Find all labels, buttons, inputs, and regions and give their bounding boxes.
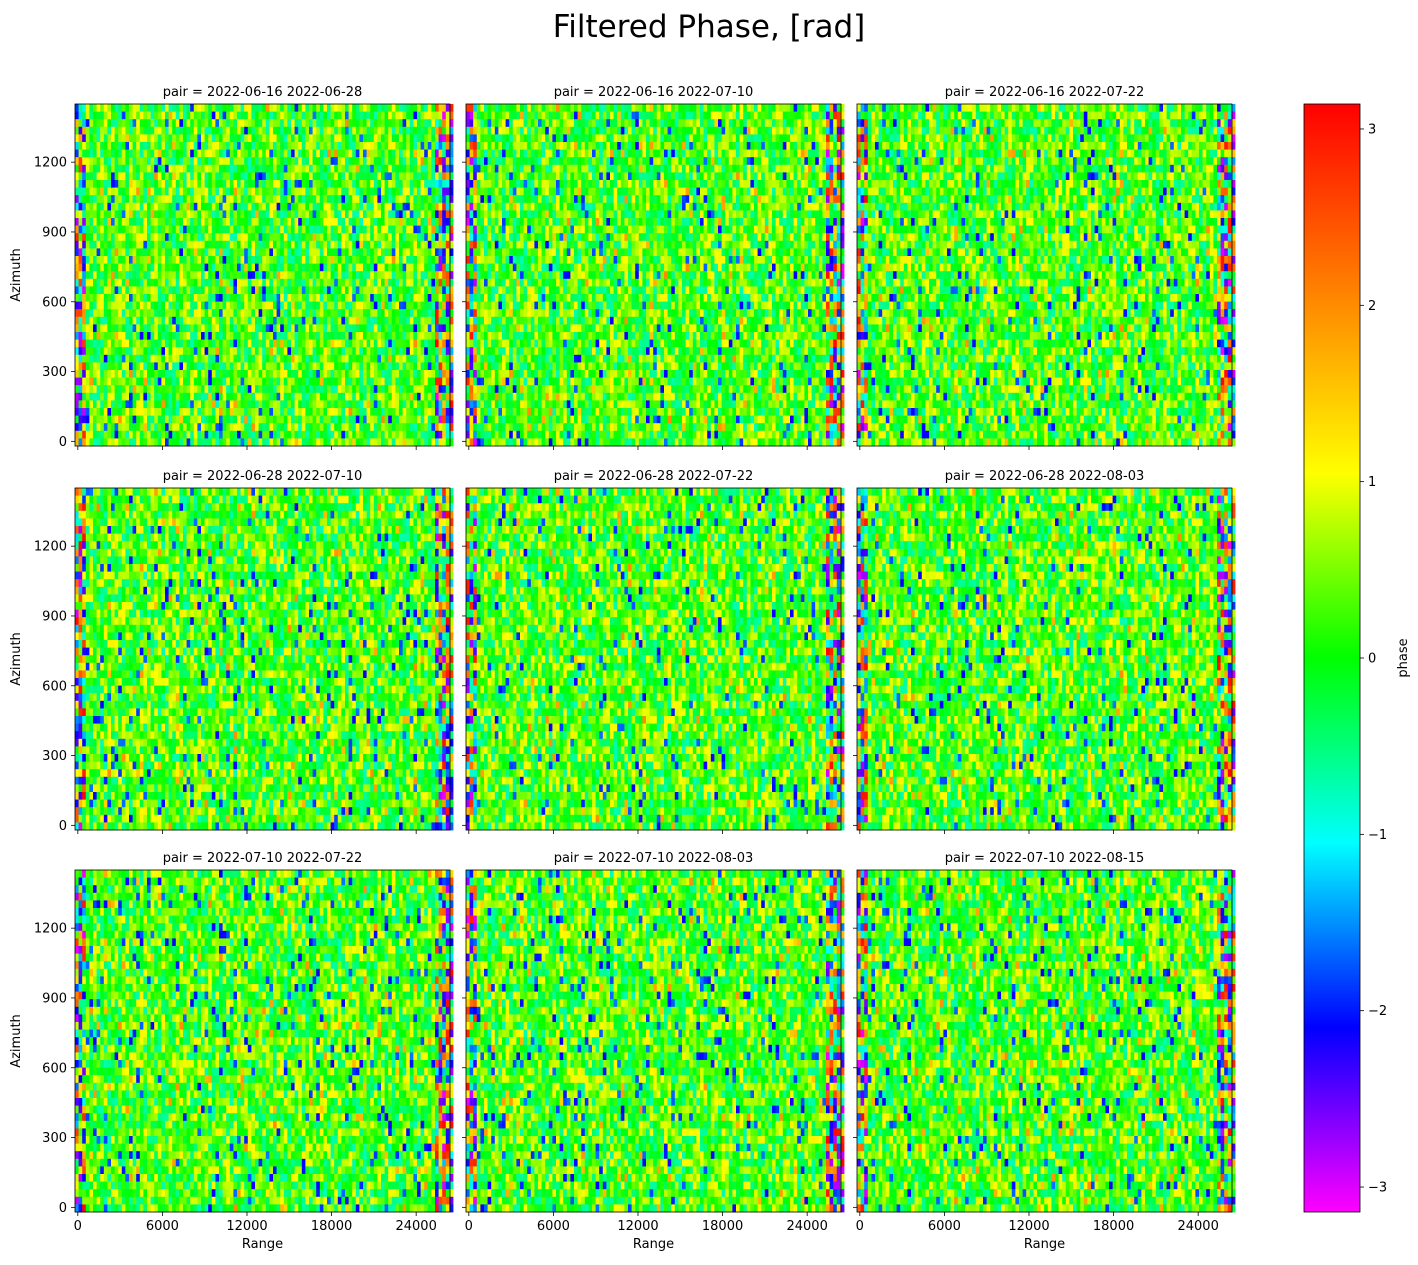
panel-title: pair = 2022-06-28 2022-07-22 (554, 469, 754, 484)
y-tick-label: 300 (42, 365, 67, 380)
y-tick-label: 900 (42, 991, 67, 1006)
x-tick-label: 6000 (537, 1219, 570, 1234)
heatmap (857, 870, 1235, 1212)
colorbar-tick-label: 1 (1368, 475, 1376, 490)
y-tick-label: 600 (42, 295, 67, 310)
x-axis-label: Range (1024, 1237, 1065, 1252)
y-tick-label: 0 (59, 819, 67, 834)
y-tick-label: 300 (42, 1131, 67, 1146)
y-tick-label: 600 (42, 679, 67, 694)
panel-title: pair = 2022-06-16 2022-07-22 (945, 85, 1145, 100)
panel-title: pair = 2022-07-10 2022-08-03 (554, 851, 754, 866)
colorbar-tick-label: −3 (1368, 1181, 1387, 1196)
panel: pair = 2022-07-10 2022-08-03 0 6000 12000 18… (462, 851, 844, 1252)
panel: pair = 2022-06-28 2022-08-03 (853, 469, 1235, 834)
heatmap (466, 870, 844, 1212)
y-tick-label: 1200 (34, 922, 67, 937)
y-axis-label: Azimuth (9, 1014, 24, 1068)
heatmap (466, 488, 844, 830)
x-tick-label: 0 (74, 1219, 82, 1234)
y-tick-label: 0 (59, 1201, 67, 1216)
panel-title: pair = 2022-06-28 2022-08-03 (945, 469, 1145, 484)
panel-title: pair = 2022-07-10 2022-07-22 (163, 851, 363, 866)
panel: pair = 2022-06-28 2022-07-22 (462, 469, 844, 834)
heatmap (75, 488, 453, 830)
panel: pair = 2022-06-28 2022-07-10 0 300 600 900 12… (9, 469, 453, 834)
y-tick-label: 900 (42, 225, 67, 240)
x-tick-label: 12000 (617, 1219, 658, 1234)
figure-title: Filtered Phase, [rad] (553, 9, 866, 45)
x-tick-label: 0 (856, 1219, 864, 1234)
y-tick-label: 1200 (34, 156, 67, 171)
heatmap (857, 104, 1235, 446)
x-tick-label: 24000 (1177, 1219, 1218, 1234)
x-tick-label: 18000 (311, 1219, 352, 1234)
panel-title: pair = 2022-06-16 2022-07-10 (554, 85, 754, 100)
colorbar-tick-label: 3 (1368, 122, 1376, 137)
panel-title: pair = 2022-07-10 2022-08-15 (945, 851, 1145, 866)
heatmap (75, 104, 453, 446)
colorbar-tick-label: 2 (1368, 299, 1376, 314)
colorbar: −3 −2 −1 0 1 2 3 phase (1304, 104, 1411, 1212)
x-tick-label: 12000 (226, 1219, 267, 1234)
x-tick-label: 18000 (1093, 1219, 1134, 1234)
colorbar-gradient (1304, 104, 1360, 1212)
panel: pair = 2022-06-16 2022-07-22 (853, 85, 1235, 450)
x-tick-label: 24000 (395, 1219, 436, 1234)
colorbar-tick-label: 0 (1368, 652, 1376, 667)
y-tick-label: 1200 (34, 540, 67, 555)
panel-title: pair = 2022-06-16 2022-06-28 (163, 85, 363, 100)
panel: pair = 2022-06-16 2022-06-28 0 300 600 900 12… (9, 85, 453, 450)
y-axis-label: Azimuth (9, 248, 24, 302)
heatmap (466, 104, 844, 446)
panel: pair = 2022-06-16 2022-07-10 (462, 85, 844, 450)
y-tick-label: 300 (42, 749, 67, 764)
x-tick-label: 6000 (146, 1219, 179, 1234)
x-tick-label: 12000 (1008, 1219, 1049, 1234)
x-axis-label: Range (242, 1237, 283, 1252)
x-axis-label: Range (633, 1237, 674, 1252)
panel: pair = 2022-07-10 2022-07-22 0 300 600 900 12… (9, 851, 453, 1252)
panel: pair = 2022-07-10 2022-08-15 0 6000 12000 18… (853, 851, 1235, 1252)
heatmap (75, 870, 453, 1212)
y-tick-label: 900 (42, 609, 67, 624)
y-tick-label: 0 (59, 435, 67, 450)
panel-title: pair = 2022-06-28 2022-07-10 (163, 469, 363, 484)
x-tick-label: 0 (465, 1219, 473, 1234)
colorbar-tick-label: −2 (1368, 1004, 1387, 1019)
x-tick-label: 24000 (786, 1219, 827, 1234)
colorbar-tick-label: −1 (1368, 828, 1387, 843)
colorbar-label: phase (1396, 638, 1411, 677)
x-tick-label: 6000 (928, 1219, 961, 1234)
y-axis-label: Azimuth (9, 632, 24, 686)
x-tick-label: 18000 (702, 1219, 743, 1234)
heatmap (857, 488, 1235, 830)
y-tick-label: 600 (42, 1061, 67, 1076)
panel-grid: pair = 2022-06-16 2022-06-28 0 300 600 900 12… (9, 85, 1235, 1252)
